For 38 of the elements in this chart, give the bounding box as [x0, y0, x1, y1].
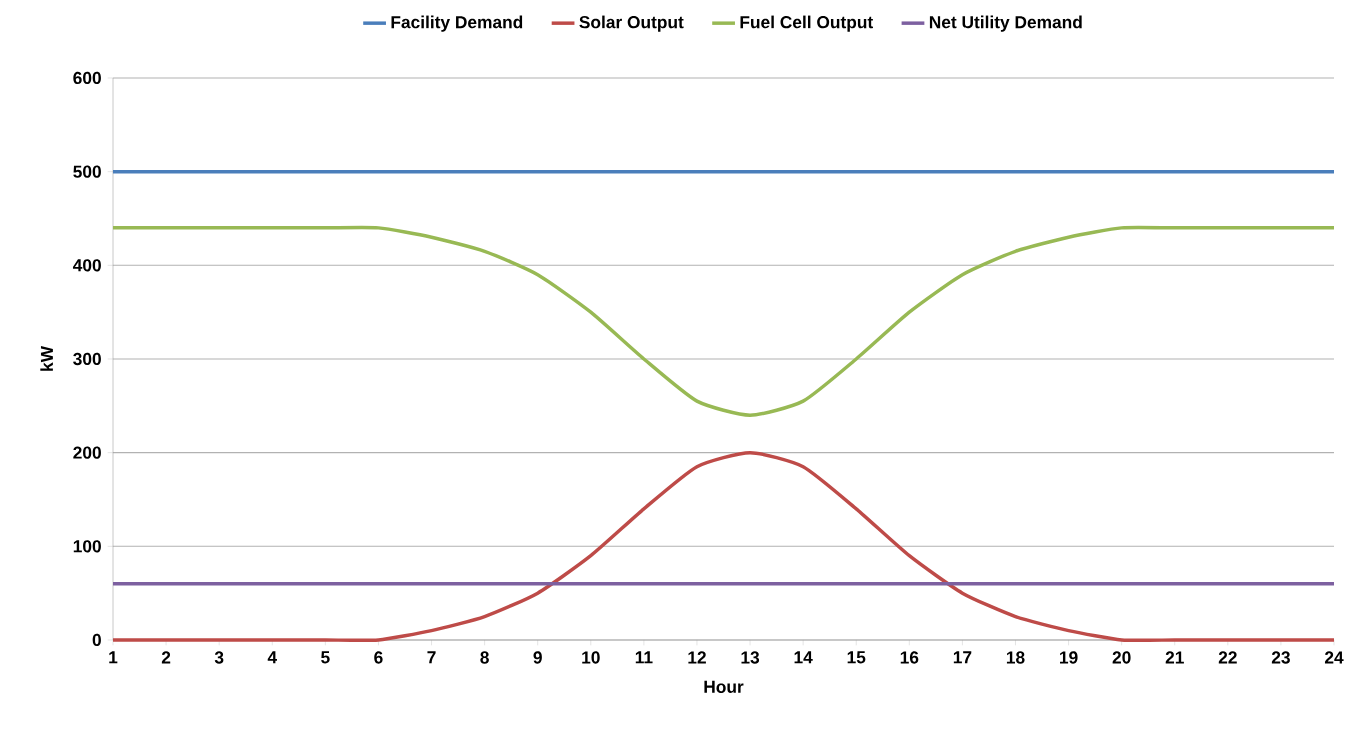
x-tick-label: 7 — [427, 651, 436, 664]
x-tick-label: 1 — [109, 651, 118, 664]
x-tick-label: 8 — [480, 651, 489, 664]
x-tick-label: 5 — [321, 651, 330, 664]
x-tick-label: 22 — [1218, 651, 1237, 664]
x-tick-label: 11 — [635, 651, 653, 664]
legend-label: Solar Output — [579, 15, 684, 32]
y-tick-label: 200 — [73, 446, 101, 459]
y-tick-label: 500 — [73, 165, 101, 178]
x-tick-label: 6 — [374, 651, 383, 664]
x-tick-label: 3 — [214, 651, 224, 664]
y-tick-label: 400 — [72, 259, 101, 272]
y-tick-label: 600 — [73, 71, 101, 85]
x-tick-label: 2 — [161, 651, 171, 664]
x-tick-label: 17 — [953, 651, 972, 664]
x-tick-label: 24 — [1324, 651, 1344, 664]
x-tick-label: 18 — [1006, 651, 1025, 664]
legend-label: Facility Demand — [391, 15, 523, 32]
y-axis-title: kW — [40, 345, 53, 371]
x-tick-label: 10 — [582, 651, 600, 664]
x-tick-label: 9 — [533, 651, 542, 664]
x-axis-title: Hour — [704, 680, 744, 693]
x-tick-label: 12 — [688, 651, 706, 664]
x-tick-label: 19 — [1060, 651, 1078, 664]
y-tick-label: 0 — [92, 633, 101, 647]
x-tick-label: 14 — [794, 651, 813, 664]
x-tick-label: 21 — [1165, 651, 1184, 664]
x-tick-label: 15 — [847, 651, 866, 664]
x-tick-label: 13 — [741, 651, 760, 664]
legend-label: Fuel Cell Output — [740, 15, 873, 32]
legend-label: Net Utility Demand — [929, 15, 1082, 32]
x-tick-label: 20 — [1112, 651, 1131, 664]
x-tick-label: 23 — [1271, 651, 1290, 664]
y-tick-label: 300 — [73, 352, 101, 366]
y-tick-label: 100 — [73, 540, 101, 553]
x-tick-label: 4 — [267, 651, 277, 664]
line-series — [111, 225, 1336, 417]
x-tick-label: 16 — [900, 651, 919, 664]
